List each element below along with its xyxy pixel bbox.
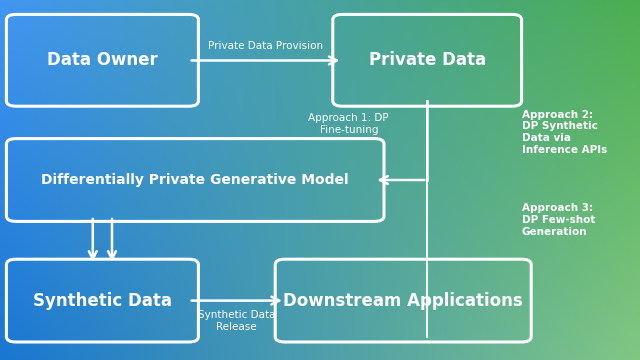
- Text: Approach 3:
DP Few-shot
Generation: Approach 3: DP Few-shot Generation: [522, 203, 595, 237]
- Text: Data Owner: Data Owner: [47, 51, 158, 69]
- Text: Approach 1: DP
Fine-tuning: Approach 1: DP Fine-tuning: [308, 113, 389, 135]
- Text: Downstream Applications: Downstream Applications: [284, 292, 523, 310]
- Text: Differentially Private Generative Model: Differentially Private Generative Model: [42, 173, 349, 187]
- Text: Private Data: Private Data: [369, 51, 486, 69]
- Text: Private Data Provision: Private Data Provision: [208, 41, 323, 51]
- Text: Approach 2:
DP Synthetic
Data via
Inference APIs: Approach 2: DP Synthetic Data via Infere…: [522, 110, 607, 154]
- Text: Synthetic Data: Synthetic Data: [33, 292, 172, 310]
- Text: Synthetic Data
Release: Synthetic Data Release: [198, 310, 276, 332]
